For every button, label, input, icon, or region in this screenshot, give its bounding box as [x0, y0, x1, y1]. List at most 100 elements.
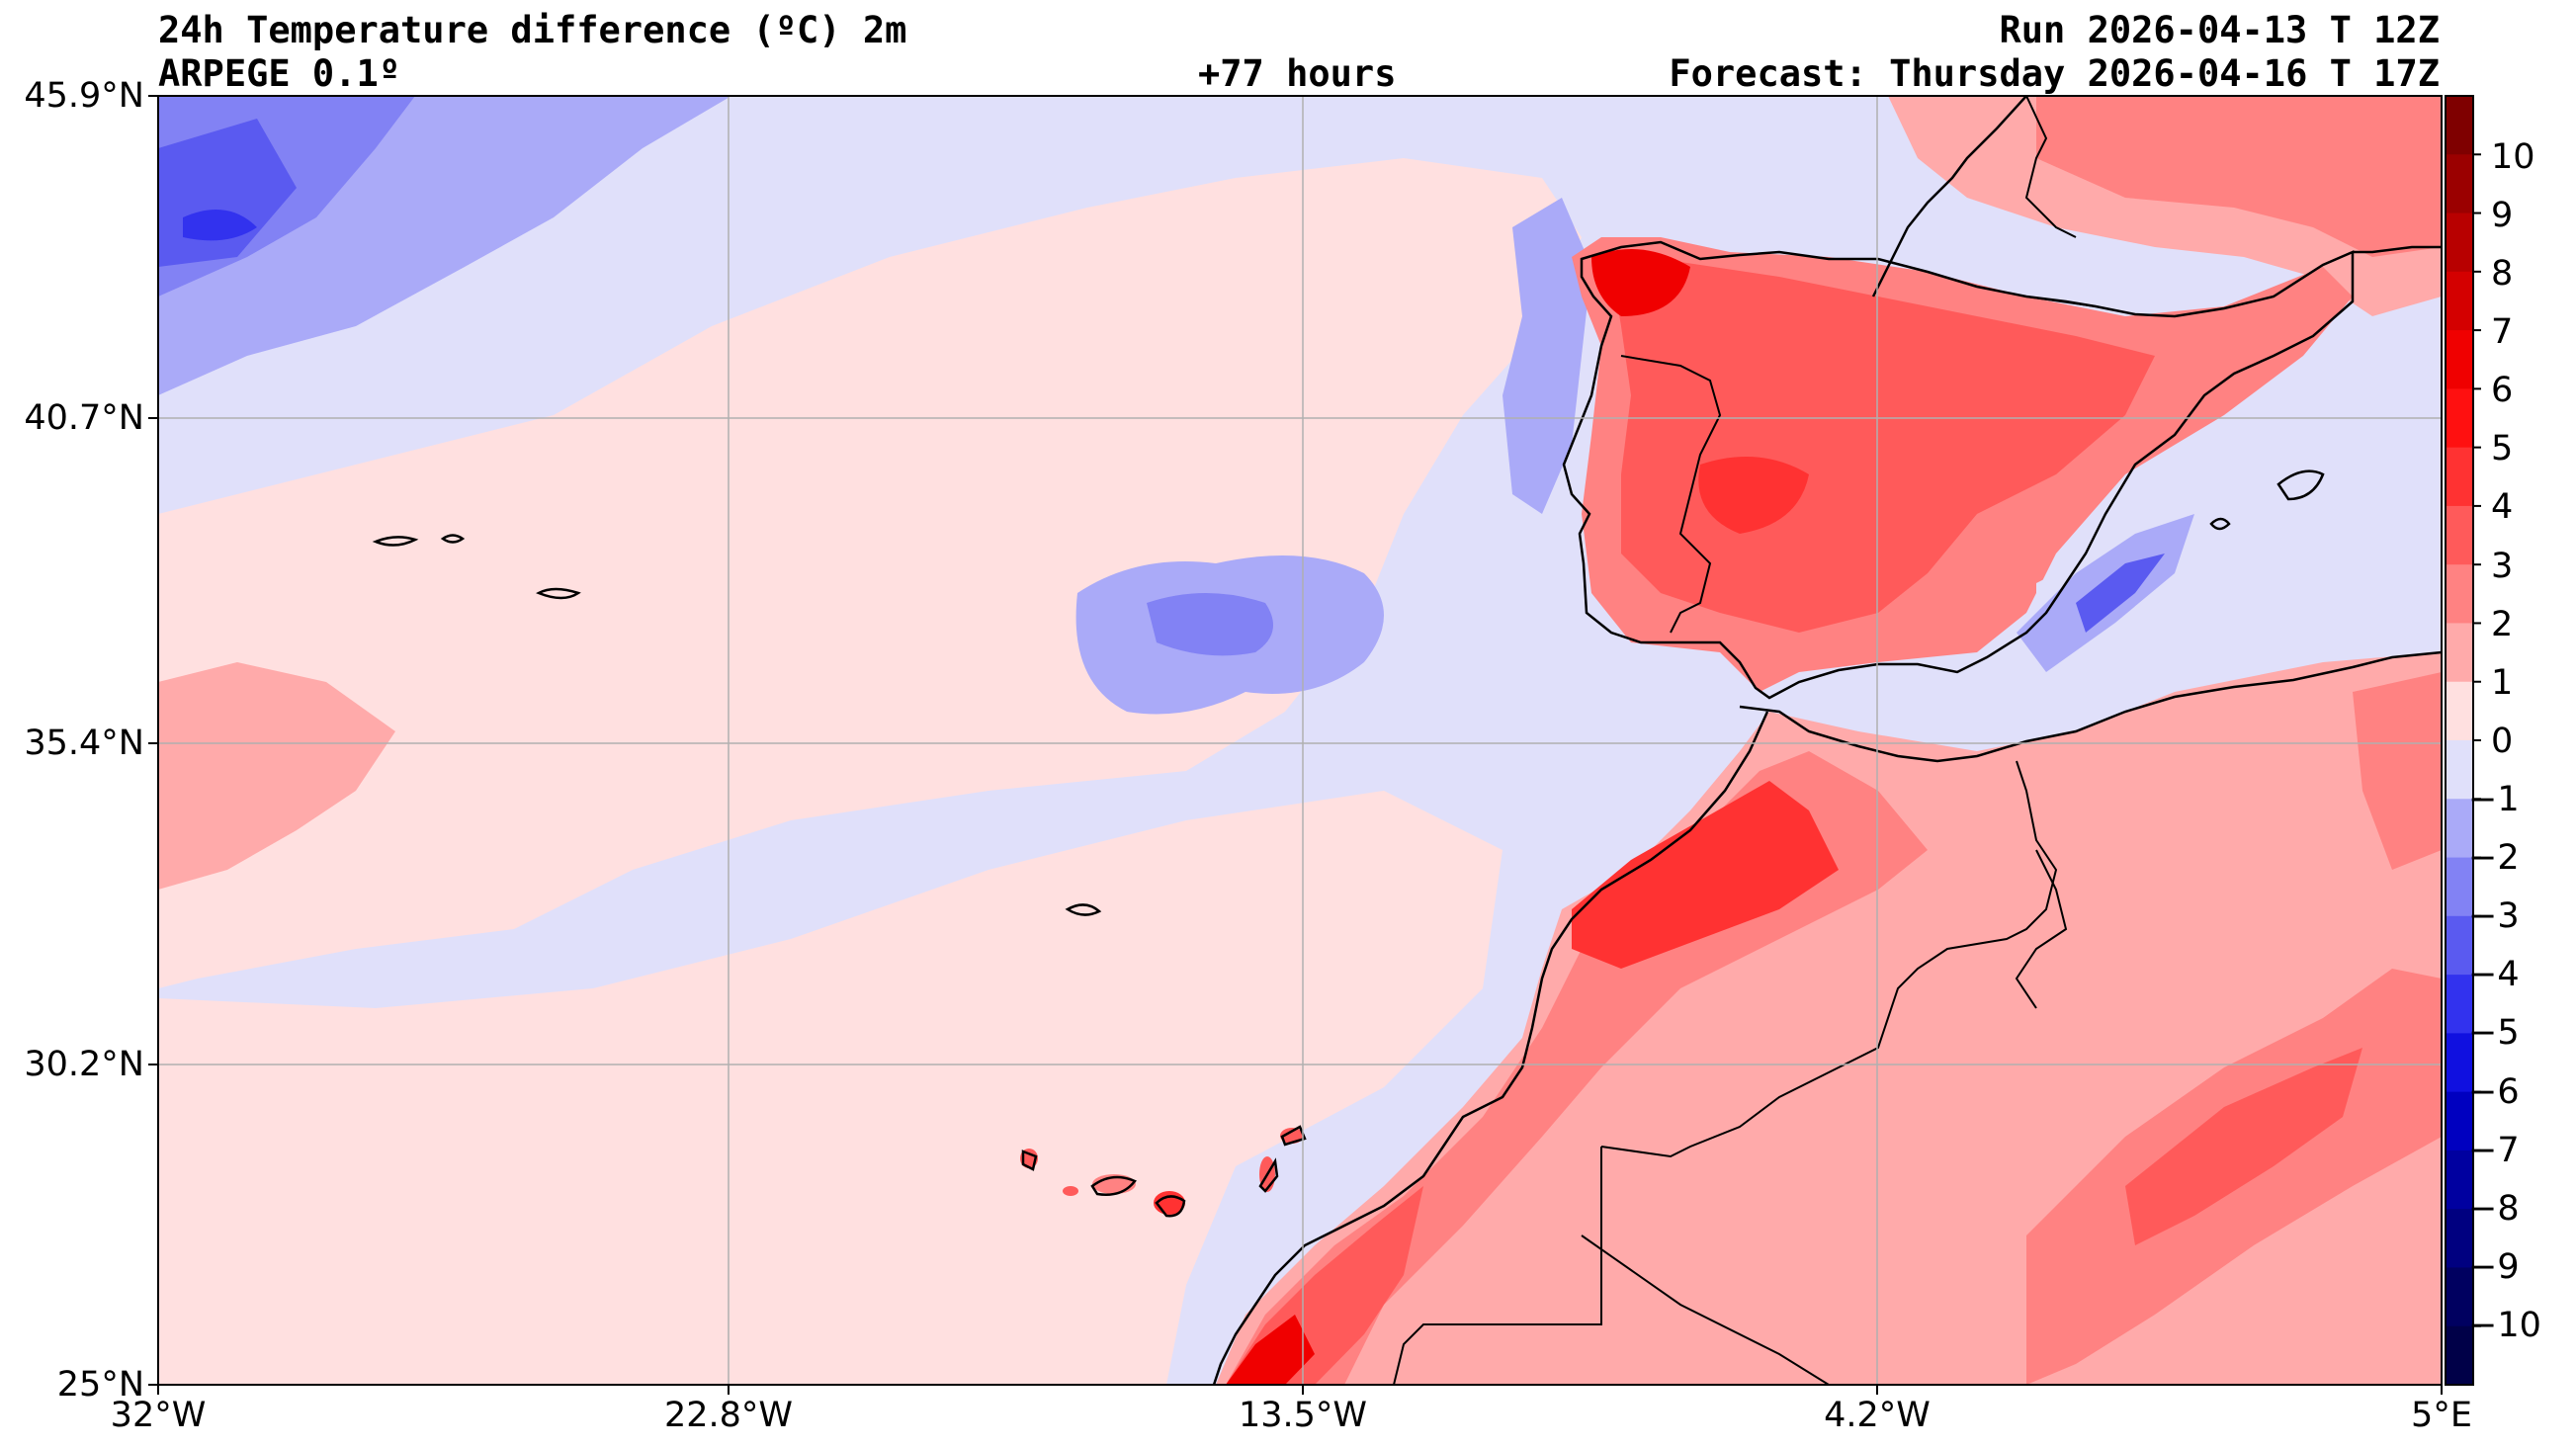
- border-north: [2024, 96, 2077, 238]
- ticks: [148, 95, 2443, 1395]
- colorbar-label: −7: [2468, 1131, 2520, 1170]
- lat-label: 35.4°N: [24, 724, 144, 763]
- border-tunisia: [2015, 849, 2068, 1009]
- borders: [1393, 96, 2097, 1385]
- field-warm-africa-5: [1572, 781, 1839, 969]
- colorbar-swatch: [2446, 271, 2473, 331]
- colorbar-label: −9: [2468, 1247, 2520, 1287]
- field-cold-iberia-w: [1503, 198, 1591, 514]
- field-warm-iberia-2: [1611, 262, 2155, 633]
- colorbar-label: −10: [2468, 1306, 2541, 1345]
- colorbar-swatch: [2446, 505, 2473, 565]
- border-algeria-mauritania: [1393, 1147, 1602, 1385]
- map-title: 24h Temperature difference (ºC) 2m: [158, 9, 907, 51]
- island-outline-2: [1090, 1175, 1137, 1196]
- coastlines: [372, 96, 2442, 1385]
- colorbar-swatch: [2446, 740, 2473, 800]
- balearic-2: [2209, 517, 2231, 531]
- colorbar-label: −6: [2468, 1072, 2520, 1112]
- grid: [158, 96, 2442, 1385]
- colorbar-label: 2: [2491, 605, 2514, 644]
- island-outline-1: [1155, 1195, 1186, 1218]
- colorbar-label: −2: [2468, 838, 2520, 878]
- colorbar-swatch: [2446, 1209, 2473, 1268]
- lon-label: 4.2°W: [1824, 1396, 1931, 1435]
- field-warm-africa-7: [2125, 1048, 2362, 1245]
- colorbar-swatch: [2446, 915, 2473, 976]
- colorbar-label: −5: [2468, 1013, 2520, 1053]
- field-warm-iberia-3: [1591, 249, 1690, 316]
- forecast-label: Forecast: Thursday 2026-04-16 T 17Z: [1669, 52, 2440, 95]
- lead-time-label: +77 hours: [1198, 52, 1397, 95]
- lon-label: 13.5°W: [1238, 1396, 1368, 1435]
- colorbar-swatch: [2446, 564, 2473, 624]
- colorbar-frame: [2445, 95, 2474, 1386]
- border-algeria-mali: [1581, 1235, 1830, 1385]
- lon-label: 32°W: [110, 1396, 207, 1435]
- balearic-1: [2276, 469, 2325, 501]
- colorbar-swatch: [2446, 681, 2473, 741]
- lat-label: 45.9°N: [24, 76, 144, 116]
- field-warm-france-2: [2036, 96, 2442, 257]
- coast-france: [1871, 96, 2027, 298]
- colorbar-swatch: [2446, 799, 2473, 859]
- colorbar-swatch: [2446, 1325, 2473, 1386]
- colorbar-label: 4: [2491, 487, 2514, 527]
- colorbar-label: 3: [2491, 547, 2514, 586]
- colorbar-label: −1: [2468, 780, 2520, 819]
- colorbar-swatch: [2446, 447, 2473, 507]
- colorbar-swatch: [2446, 1091, 2473, 1151]
- field-warm-west: [158, 662, 395, 890]
- island-outline-5: [1280, 1125, 1307, 1147]
- colorbar-swatch: [2446, 96, 2473, 155]
- colorbar-label: 1: [2491, 663, 2514, 703]
- colorbar-label: 5: [2491, 429, 2514, 468]
- madeira-outline: [1065, 903, 1102, 916]
- colorbar-label: 9: [2491, 196, 2514, 235]
- lon-label: 5°E: [2411, 1396, 2472, 1435]
- field-cold-mid-2: [1147, 593, 1273, 656]
- colorbar-swatch: [2446, 213, 2473, 273]
- colorbar-swatch: [2446, 1267, 2473, 1327]
- coast-france-s: [2353, 245, 2442, 254]
- colorbar-swatch: [2446, 857, 2473, 917]
- field-warm-africa-4: [1226, 1315, 1315, 1385]
- colorbar: [2445, 95, 2481, 1386]
- colorbar-swatch: [2446, 975, 2473, 1034]
- plot-frame: [157, 95, 2443, 1386]
- island-outline-3: [1021, 1150, 1038, 1171]
- run-label: Run 2026-04-13 T 12Z: [1999, 9, 2440, 51]
- lon-label: 22.8°W: [663, 1396, 794, 1435]
- island-outline-4: [1258, 1157, 1279, 1193]
- colorbar-swatch: [2446, 154, 2473, 214]
- field-warm-africa-8: [2353, 672, 2442, 870]
- colorbar-swatch: [2446, 330, 2473, 389]
- coast-africa: [1739, 650, 2442, 763]
- field-cold-nw-4: [183, 210, 257, 241]
- colorbar-label: −8: [2468, 1189, 2520, 1229]
- lat-label: 40.7°N: [24, 398, 144, 438]
- colorbar-label: −3: [2468, 896, 2520, 936]
- colorbar-swatch: [2446, 1150, 2473, 1210]
- colorbar-label: 7: [2491, 312, 2514, 352]
- border-spain-portugal: [1620, 355, 1722, 634]
- colorbar-swatch: [2446, 1033, 2473, 1093]
- lat-label: 30.2°N: [24, 1045, 144, 1084]
- border-morocco-algeria: [1600, 760, 2058, 1158]
- island-3: [1063, 1186, 1078, 1196]
- azores-3: [440, 534, 466, 544]
- coast-iberia: [1562, 240, 2355, 700]
- colorbar-label: −4: [2468, 955, 2520, 994]
- field-warm-iberia-4: [1698, 457, 1809, 534]
- azores-1: [536, 587, 581, 600]
- field-warm-ocean-2: [158, 791, 1503, 1385]
- colorbar-label: 0: [2491, 722, 2514, 761]
- colorbar-swatch: [2446, 388, 2473, 449]
- colorbar-label: 10: [2491, 137, 2535, 177]
- colorbar-label: 8: [2491, 254, 2514, 294]
- model-label: ARPEGE 0.1º: [158, 52, 401, 95]
- colorbar-swatch: [2446, 623, 2473, 683]
- colorbar-label: 6: [2491, 371, 2514, 410]
- border-spain-france: [2025, 296, 2097, 307]
- field-cold-med-3: [2076, 554, 2165, 633]
